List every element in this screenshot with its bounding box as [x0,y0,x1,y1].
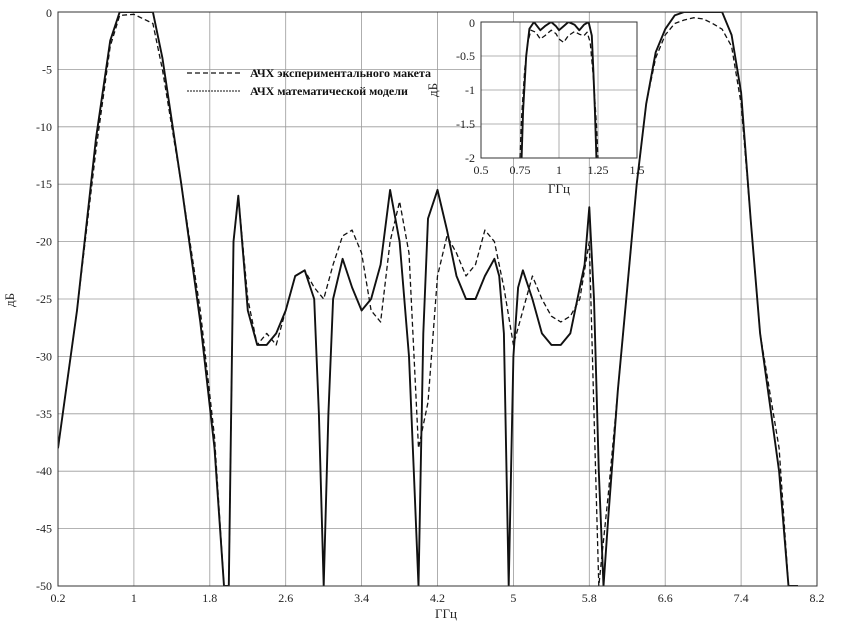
main-y-tick-label: -15 [36,177,52,191]
inset-x-tick-label: 0.75 [510,163,531,177]
main-series-model [58,12,798,586]
inset-plot: 0.5 0.75 1 1.25 1.5 0 -0.5 -1 -1.5 -2 [456,16,645,177]
main-frame [57,11,818,587]
main-y-tick-label: -45 [36,522,52,536]
main-y-tick-label: -25 [36,292,52,306]
main-y-tick-label: -20 [36,235,52,249]
inset-x-axis-label: ГГц [548,181,570,196]
main-x-tick-label: 1 [131,591,137,605]
main-x-tick-label: 5.8 [582,591,597,605]
main-x-tick-label: 7.4 [734,591,749,605]
main-x-tick-label: 0.2 [51,591,66,605]
main-plot: 0.2 1 1.8 2.6 3.4 4.2 5 5.8 6.6 7.4 8.20-5-10-15-2… [36,6,825,605]
main-x-tick-label: 5 [510,591,516,605]
inset-y-tick-label: -2 [465,151,475,165]
main-y-tick-label: -40 [36,464,52,478]
main-x-tick-label: 2.6 [278,591,293,605]
main-y-axis-label: дБ [2,293,17,307]
main-x-axis-label: ГГц [435,606,457,621]
inset-y-tick-label: 0 [469,16,475,30]
inset-series-model [520,22,598,158]
main-x-tick-label: 8.2 [810,591,825,605]
inset-frame [480,21,638,159]
legend-label-model: АЧХ математической модели [250,84,408,98]
inset-y-tick-label: -1 [465,83,475,97]
main-y-tick-label: 0 [46,6,52,20]
inset-x-tick-label: 1.5 [630,163,645,177]
main-y-tick-label: -10 [36,120,52,134]
main-y-tick-label: -35 [36,407,52,421]
inset-x-tick-label: 0.5 [474,163,489,177]
main-x-tick-label: 1.8 [202,591,217,605]
main-x-tick-label: 6.6 [658,591,673,605]
main-x-tick-label: 3.4 [354,591,369,605]
inset-y-tick-label: -0.5 [456,49,475,63]
inset-x-tick-label: 1 [556,163,562,177]
main-y-tick-label: -50 [36,579,52,593]
legend: АЧХ экспериментального макета АЧХ матема… [187,66,431,98]
inset-y-axis-label: дБ [425,83,440,97]
main-x-tick-label: 4.2 [430,591,445,605]
inset-x-tick-label: 1.25 [588,163,609,177]
inset-y-tick-label: -1.5 [456,117,475,131]
main-y-tick-label: -30 [36,349,52,363]
main-y-tick-label: -5 [42,62,52,76]
legend-label-experimental: АЧХ экспериментального макета [250,66,431,80]
